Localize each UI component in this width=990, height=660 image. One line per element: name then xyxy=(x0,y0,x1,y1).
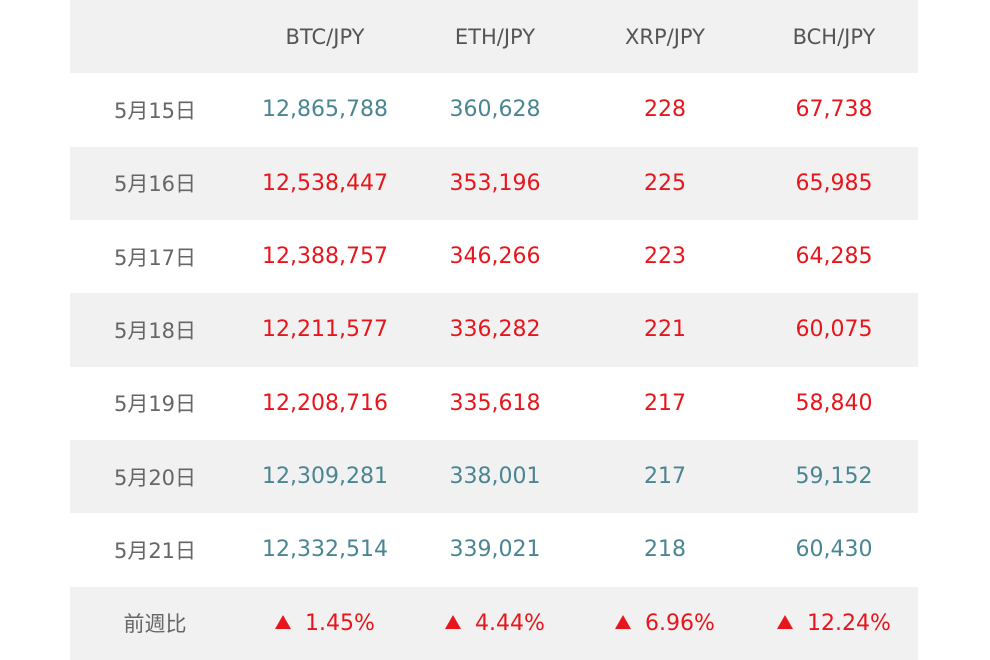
triangle-up-icon xyxy=(445,614,462,629)
btc-weekly-change: 1.45% xyxy=(240,586,410,660)
xrp-price: 225 xyxy=(580,146,750,220)
header-xrp: XRP/JPY xyxy=(580,0,750,74)
row-date: 5月21日 xyxy=(70,513,240,587)
table-row: 5月18日 12,211,577 336,282 221 60,075 xyxy=(70,293,918,367)
bch-weekly-change: 12.24% xyxy=(750,586,918,660)
bch-price: 58,840 xyxy=(750,366,918,440)
eth-price: 335,618 xyxy=(410,366,580,440)
xrp-price: 218 xyxy=(580,513,750,587)
row-date: 5月17日 xyxy=(70,219,240,294)
header-bch: BCH/JPY xyxy=(750,0,918,74)
crypto-price-table: BTC/JPY ETH/JPY XRP/JPY BCH/JPY 5月15日 12… xyxy=(70,0,918,660)
eth-price: 338,001 xyxy=(410,439,580,514)
header-btc: BTC/JPY xyxy=(240,0,410,74)
xrp-price: 217 xyxy=(580,439,750,514)
row-date: 5月19日 xyxy=(70,366,240,440)
bch-price: 67,738 xyxy=(750,73,918,147)
table-row: 5月21日 12,332,514 339,021 218 60,430 xyxy=(70,513,918,587)
table-row: 5月15日 12,865,788 360,628 228 67,738 xyxy=(70,73,918,147)
header-date xyxy=(70,0,240,74)
btc-price: 12,332,514 xyxy=(240,513,410,587)
table-row: 5月16日 12,538,447 353,196 225 65,985 xyxy=(70,146,918,220)
eth-change-value: 4.44% xyxy=(475,610,545,636)
bch-change-value: 12.24% xyxy=(807,610,891,636)
xrp-price: 223 xyxy=(580,219,750,294)
eth-price: 360,628 xyxy=(410,73,580,147)
triangle-up-icon xyxy=(615,614,632,629)
xrp-weekly-change: 6.96% xyxy=(580,586,750,660)
triangle-up-icon xyxy=(275,614,292,629)
btc-price: 12,865,788 xyxy=(240,73,410,147)
btc-price: 12,211,577 xyxy=(240,293,410,367)
row-date: 5月18日 xyxy=(70,293,240,367)
table-row: 5月19日 12,208,716 335,618 217 58,840 xyxy=(70,366,918,440)
btc-price: 12,538,447 xyxy=(240,146,410,220)
row-date: 5月15日 xyxy=(70,73,240,147)
xrp-change-value: 6.96% xyxy=(645,610,715,636)
xrp-price: 217 xyxy=(580,366,750,440)
table-row: 5月20日 12,309,281 338,001 217 59,152 xyxy=(70,439,918,514)
summary-row: 前週比 1.45% 4.44% 6.96% 12.24% xyxy=(70,586,918,660)
bch-price: 60,430 xyxy=(750,513,918,587)
row-date: 5月20日 xyxy=(70,439,240,514)
xrp-price: 228 xyxy=(580,73,750,147)
summary-label: 前週比 xyxy=(70,586,240,660)
row-date: 5月16日 xyxy=(70,146,240,220)
eth-price: 336,282 xyxy=(410,293,580,367)
eth-weekly-change: 4.44% xyxy=(410,586,580,660)
triangle-up-icon xyxy=(777,614,794,629)
bch-price: 64,285 xyxy=(750,219,918,294)
eth-price: 339,021 xyxy=(410,513,580,587)
btc-change-value: 1.45% xyxy=(305,610,375,636)
btc-price: 12,309,281 xyxy=(240,439,410,514)
header-eth: ETH/JPY xyxy=(410,0,580,74)
btc-price: 12,388,757 xyxy=(240,219,410,294)
bch-price: 59,152 xyxy=(750,439,918,514)
eth-price: 346,266 xyxy=(410,219,580,294)
bch-price: 65,985 xyxy=(750,146,918,220)
price-table-container: BTC/JPY ETH/JPY XRP/JPY BCH/JPY 5月15日 12… xyxy=(70,0,918,660)
xrp-price: 221 xyxy=(580,293,750,367)
header-row: BTC/JPY ETH/JPY XRP/JPY BCH/JPY xyxy=(70,0,918,74)
bch-price: 60,075 xyxy=(750,293,918,367)
eth-price: 353,196 xyxy=(410,146,580,220)
table-row: 5月17日 12,388,757 346,266 223 64,285 xyxy=(70,219,918,294)
btc-price: 12,208,716 xyxy=(240,366,410,440)
